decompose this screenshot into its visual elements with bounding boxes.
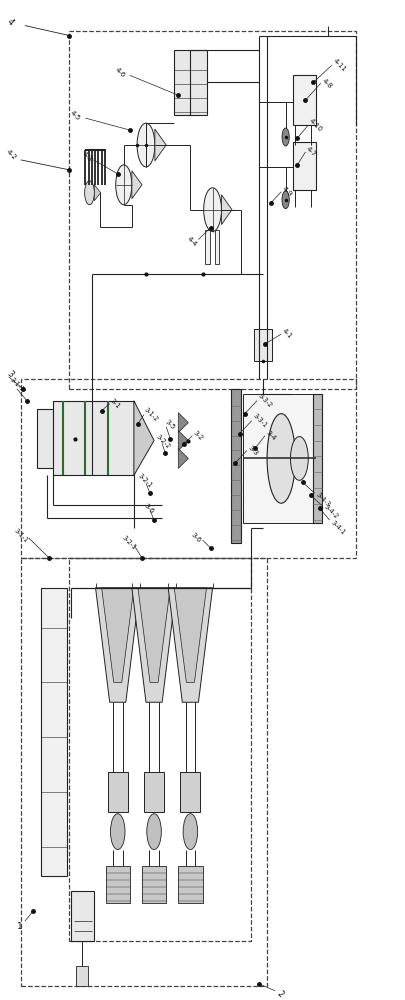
Text: 4-8: 4-8 [321,77,333,89]
Text: 3-1-1: 3-1-1 [13,528,29,544]
Text: 3: 3 [5,369,15,379]
Polygon shape [102,588,134,682]
Bar [180,772,200,812]
Text: 4-10: 4-10 [308,117,324,133]
Text: 1: 1 [17,922,23,931]
Text: 3-4-2: 3-4-2 [323,504,339,520]
Polygon shape [178,448,188,468]
Polygon shape [132,588,176,702]
Bar [243,394,315,523]
Text: 3-1: 3-1 [109,398,121,410]
Bar [178,866,202,903]
Circle shape [259,338,267,360]
Bar [21,558,267,986]
Text: 3-1-1: 3-1-1 [9,377,25,393]
Circle shape [147,814,161,850]
Bar [41,588,67,876]
Circle shape [290,437,308,480]
Text: 4-4: 4-4 [186,235,198,248]
Bar [76,966,88,986]
Bar [293,142,315,190]
Text: 4-6: 4-6 [114,66,126,78]
Text: 3-2: 3-2 [192,429,204,442]
Text: 3-4-3: 3-4-3 [315,491,331,507]
Bar [215,230,220,264]
Text: 3-4-1: 3-4-1 [330,520,346,536]
Circle shape [204,188,222,232]
Text: 4-7: 4-7 [305,146,318,158]
Text: 3-4: 3-4 [265,429,277,442]
Polygon shape [138,588,170,682]
Bar [37,409,53,468]
Bar [106,866,130,903]
Text: 4-3: 4-3 [81,151,94,163]
Polygon shape [132,171,142,199]
Text: 3-1-2: 3-1-2 [143,406,160,423]
Ellipse shape [267,414,295,503]
Polygon shape [178,431,188,450]
Text: 4-5: 4-5 [69,109,81,121]
Text: 3-5: 3-5 [164,418,177,431]
Bar [205,230,210,264]
Bar [144,772,164,812]
Polygon shape [94,185,101,201]
Bar [142,866,166,903]
Text: 3-2-1: 3-2-1 [121,535,137,551]
Text: 4: 4 [5,18,15,28]
Text: 3-3-1: 3-3-1 [252,412,268,429]
Polygon shape [155,129,166,161]
Text: 3-3: 3-3 [247,444,259,457]
Bar [108,772,128,812]
Bar [21,379,356,558]
Bar [69,31,356,389]
Polygon shape [222,195,232,225]
Bar [174,50,207,115]
Circle shape [282,191,289,209]
Text: 3-6: 3-6 [143,502,155,514]
Circle shape [137,123,155,167]
Text: 4-1: 4-1 [281,328,294,340]
Circle shape [85,181,94,205]
Text: 4-2: 4-2 [5,149,17,161]
Polygon shape [178,413,188,433]
Polygon shape [168,588,213,702]
Text: 3-2-1: 3-2-1 [137,472,153,489]
Bar [231,389,241,543]
Bar [69,558,251,941]
Bar [313,394,322,523]
Circle shape [111,814,125,850]
Bar [71,891,94,941]
Bar [53,401,134,475]
Text: 4-9: 4-9 [281,186,294,198]
Circle shape [116,165,132,205]
Polygon shape [174,588,207,682]
Text: 2: 2 [275,989,285,999]
Polygon shape [134,401,154,475]
Bar [293,75,315,125]
Circle shape [183,814,198,850]
Text: 3-2-2: 3-2-2 [155,433,171,450]
Text: 3-6: 3-6 [190,532,202,544]
Polygon shape [96,588,140,702]
Text: 4-11: 4-11 [332,58,347,73]
Text: 3-3-2: 3-3-2 [257,393,273,409]
Circle shape [282,128,289,146]
Bar [254,329,272,361]
